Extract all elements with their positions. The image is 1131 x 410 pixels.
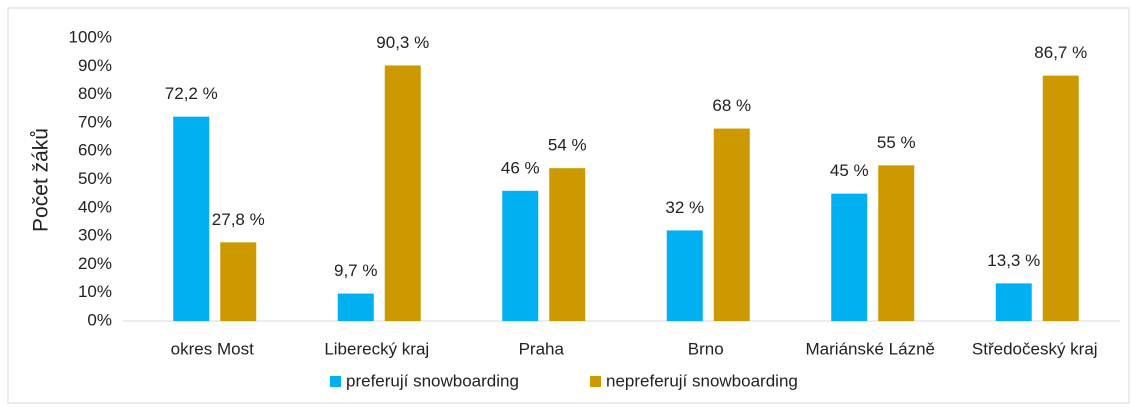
value-label: 86,7 % (1034, 43, 1087, 62)
y-tick-label: 10% (78, 282, 112, 301)
bar (666, 230, 703, 321)
y-tick-label: 80% (78, 84, 112, 103)
y-tick-label: 40% (78, 197, 112, 216)
x-tick-label: Středočeský kraj (972, 339, 1098, 358)
value-label: 9,7 % (334, 261, 377, 280)
value-label: 72,2 % (165, 84, 218, 103)
chart-frame (7, 7, 1130, 404)
y-tick-label: 70% (78, 112, 112, 131)
legend-swatch (590, 376, 601, 387)
bar (502, 190, 539, 321)
value-label: 27,8 % (212, 210, 265, 229)
value-label: 90,3 % (376, 33, 429, 52)
value-label: 55 % (877, 133, 916, 152)
value-label: 13,3 % (987, 251, 1040, 270)
x-tick-label: okres Most (171, 339, 254, 358)
y-tick-label: 50% (78, 169, 112, 188)
value-label: 45 % (830, 161, 869, 180)
x-tick-label: Praha (519, 339, 565, 358)
legend-label: nepreferují snowboarding (606, 371, 798, 390)
bar (995, 283, 1032, 321)
x-tick-label: Liberecký kraj (324, 339, 429, 358)
bar (337, 293, 374, 321)
x-tick-label: Brno (688, 339, 724, 358)
bar (1042, 75, 1079, 321)
value-label: 32 % (665, 198, 704, 217)
bar (384, 65, 421, 322)
y-tick-label: 100% (69, 27, 112, 46)
bar (220, 242, 257, 321)
x-tick-label: Mariánské Lázně (806, 339, 935, 358)
y-tick-label: 30% (78, 226, 112, 245)
bar (831, 193, 868, 321)
y-tick-label: 20% (78, 254, 112, 273)
y-tick-label: 0% (87, 310, 112, 329)
y-tick-label: 90% (78, 56, 112, 75)
value-label: 46 % (501, 158, 540, 177)
bar (713, 128, 750, 321)
legend-label: preferují snowboarding (346, 371, 519, 390)
bar (549, 168, 586, 321)
legend-swatch (330, 376, 341, 387)
value-label: 54 % (548, 136, 587, 155)
value-label: 68 % (712, 96, 751, 115)
y-tick-label: 60% (78, 141, 112, 160)
bar (878, 165, 915, 321)
bar (173, 116, 210, 321)
y-axis-title: Počet žáků (30, 128, 53, 232)
